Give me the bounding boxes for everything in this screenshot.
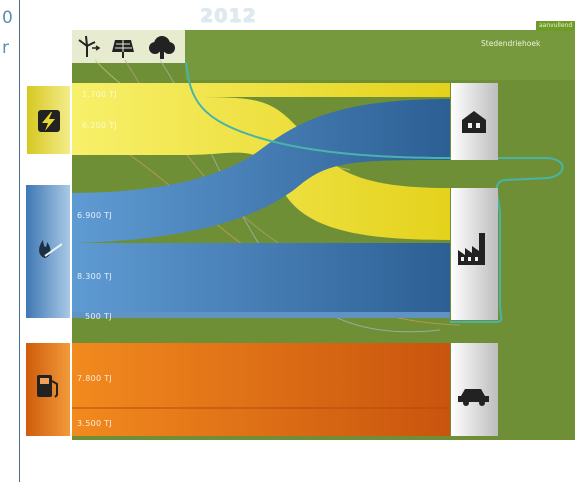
- label-electricity-industry: 6.200 TJ: [82, 121, 118, 130]
- wind-turbine-icon: [78, 35, 101, 57]
- factory-icon: [458, 233, 485, 265]
- background-band: [185, 30, 575, 80]
- clipped-text-second: r: [2, 38, 9, 58]
- diagram-svg: [26, 30, 575, 440]
- label-gas-households: 6.900 TJ: [77, 211, 113, 220]
- energy-flow-diagram: 2012 aanvullend Stedendriehoek 1.700 TJ …: [20, 5, 575, 482]
- flow-fuel-other: [72, 408, 450, 436]
- flow-fuel-transport: [72, 343, 450, 408]
- region-tag: aanvullend: [536, 21, 575, 31]
- solar-panel-icon: [112, 40, 134, 58]
- electricity-icon: [38, 110, 60, 132]
- tree-icon: [149, 36, 175, 59]
- frame-border: [19, 0, 20, 482]
- clipped-text-top: 0: [2, 8, 13, 28]
- left-edge-clip: 0 r: [0, 0, 20, 482]
- region-label: Stedendriehoek: [481, 39, 541, 48]
- gas-flame-icon: [39, 240, 63, 258]
- house-icon: [462, 111, 486, 133]
- label-electricity-households: 1.700 TJ: [82, 90, 118, 99]
- flow-gas-other: [72, 312, 450, 318]
- network-loop-line: [185, 61, 564, 323]
- label-fuel-transport: 7.800 TJ: [77, 374, 113, 383]
- fuel-pump-icon: [37, 375, 58, 398]
- flow-gas-industry: [72, 243, 450, 312]
- label-fuel-other: 3.500 TJ: [77, 419, 113, 428]
- year-title: 2012: [200, 5, 257, 27]
- flow-gas-households: [72, 99, 450, 243]
- label-gas-other: 500 TJ: [85, 312, 112, 321]
- car-icon: [458, 389, 489, 406]
- flow-electricity-households: [72, 83, 450, 97]
- flow-electricity-industry: [72, 97, 450, 240]
- label-gas-industry: 8.300 TJ: [77, 272, 113, 281]
